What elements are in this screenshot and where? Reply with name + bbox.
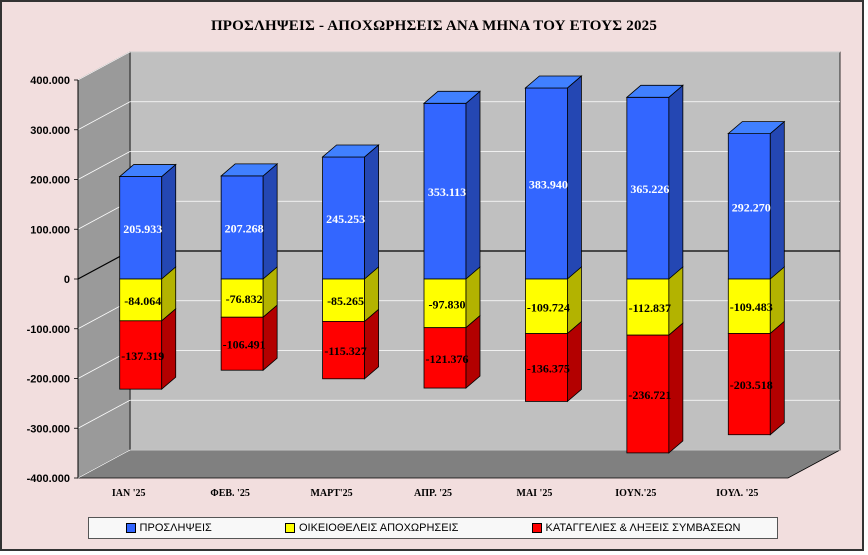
x-tick-label: ΦΕΒ. '25 [210, 488, 249, 499]
data-label: -136.375 [527, 362, 570, 376]
data-label: 383.940 [529, 177, 568, 191]
legend-swatch-hires [125, 523, 136, 533]
gridline [77, 51, 840, 81]
bar-front [525, 278, 568, 334]
bar-side [161, 307, 177, 391]
bar-top [422, 90, 482, 104]
legend-swatch-terminations [531, 523, 542, 533]
bar-top [524, 75, 583, 89]
gridline [77, 151, 840, 180]
bar-side [364, 144, 379, 280]
bar-side [567, 75, 582, 280]
y-tick-label: -100.000 [27, 324, 70, 336]
data-label: 292.270 [732, 200, 771, 214]
bar-front [727, 133, 771, 280]
y-tick-label: 100.000 [30, 224, 70, 236]
chart-title: ΠΡΟΣΛΗΨΕΙΣ - ΑΠΟΧΩΡΗΣΕΙΣ ΑΝΑ ΜΗΝΑ ΤΟΥ ΕΤ… [210, 18, 658, 34]
data-label: 205.933 [123, 222, 162, 236]
bar-front [626, 334, 670, 454]
legend: ΠΡΟΣΛΗΨΕΙΣ ΟΙΚΕΙΟΘΕΛΕΙΣ ΑΠΟΧΩΡΗΣΕΙΣ ΚΑΤΑ… [88, 517, 778, 539]
data-label: -85.265 [327, 294, 364, 308]
x-tick-label: ΜΑΙ '25 [517, 488, 553, 499]
x-tick-label: ΑΠΡ. '25 [414, 488, 452, 499]
data-label: -76.832 [226, 292, 263, 306]
bar-front [322, 278, 365, 322]
x-tick-label: ΙΑΝ '25 [112, 488, 146, 499]
data-label: 353.113 [428, 185, 466, 199]
data-label: -236.721 [628, 388, 671, 402]
bar-top [625, 84, 684, 98]
bar-front [727, 333, 771, 436]
legend-label-hires: ΠΡΟΣΛΗΨΕΙΣ [139, 522, 212, 534]
y-tick-label: 400.000 [30, 75, 70, 87]
bar-front [423, 327, 467, 389]
bar-top [727, 121, 786, 134]
gridline [77, 399, 840, 429]
data-label: -106.491 [223, 338, 266, 352]
data-label: -109.724 [527, 300, 570, 314]
bar-top [321, 144, 380, 158]
bar-front [423, 278, 467, 329]
data-label: 365.226 [630, 182, 669, 196]
bar-side [364, 308, 379, 380]
bar-side [465, 314, 481, 389]
bar-side [567, 320, 582, 403]
legend-item-hires: ΠΡΟΣΛΗΨΕΙΣ [125, 522, 212, 534]
data-label: -112.837 [629, 301, 671, 315]
bar-front [626, 278, 670, 336]
y-tick-label: 300.000 [30, 125, 70, 137]
bar-side [769, 120, 785, 280]
bar-front [626, 96, 670, 280]
bar-front [727, 278, 771, 334]
bar-front [220, 316, 264, 371]
legend-item-terminations: ΚΑΤΑΓΓΕΛΙΕΣ & ΛΗΞΕΙΣ ΣΥΜΒΑΣΕΩΝ [531, 522, 741, 534]
data-label: 207.268 [225, 221, 264, 235]
data-label: -97.830 [429, 297, 466, 311]
y-tick-label: -400.000 [27, 473, 70, 485]
x-tick-label: ΜΑΡΤ'25 [310, 488, 352, 499]
bar-front [525, 87, 568, 280]
legend-swatch-voluntary-exits [284, 523, 295, 533]
bar-front [119, 176, 163, 280]
data-label: -109.483 [730, 300, 773, 314]
x-tick-label: ΙΟΥΛ. '25 [716, 488, 758, 499]
data-label: -115.327 [324, 344, 366, 358]
x-tick-label: ΙΟΥΝ.'25 [615, 488, 656, 499]
data-label: -84.064 [124, 294, 161, 308]
y-tick-label: 0 [64, 274, 70, 286]
bar-side [161, 163, 177, 280]
bar-top [118, 164, 177, 177]
data-label: -121.376 [426, 352, 469, 366]
plot-floor [77, 449, 841, 479]
legend-item-voluntary-exits: ΟΙΚΕΙΟΘΕΛΕΙΣ ΑΠΟΧΩΡΗΣΕΙΣ [284, 522, 459, 534]
bar-front [322, 156, 365, 280]
data-label: -137.319 [121, 349, 164, 363]
bar-side [262, 304, 278, 372]
bar-front [423, 102, 467, 280]
data-label: -203.518 [730, 378, 773, 392]
gridline [77, 101, 840, 131]
bar-side [769, 320, 785, 436]
y-tick-label: -200.000 [27, 374, 70, 386]
legend-label-terminations: ΚΑΤΑΓΓΕΛΙΕΣ & ΛΗΞΕΙΣ ΣΥΜΒΑΣΕΩΝ [545, 522, 741, 534]
bar-front [119, 320, 163, 390]
bar-front [220, 175, 264, 280]
bar-side [668, 84, 684, 280]
data-label: 245.253 [326, 212, 365, 226]
bar-side [465, 90, 481, 280]
legend-label-voluntary-exits: ΟΙΚΕΙΟΘΕΛΕΙΣ ΑΠΟΧΩΡΗΣΕΙΣ [298, 522, 459, 534]
bar-top [220, 163, 279, 177]
y-tick-label: -300.000 [27, 423, 70, 435]
y-tick-label: 200.000 [30, 175, 70, 187]
gridline [77, 449, 840, 479]
bar-side [668, 322, 684, 454]
bar-front [322, 321, 365, 380]
bar-side [262, 163, 278, 280]
